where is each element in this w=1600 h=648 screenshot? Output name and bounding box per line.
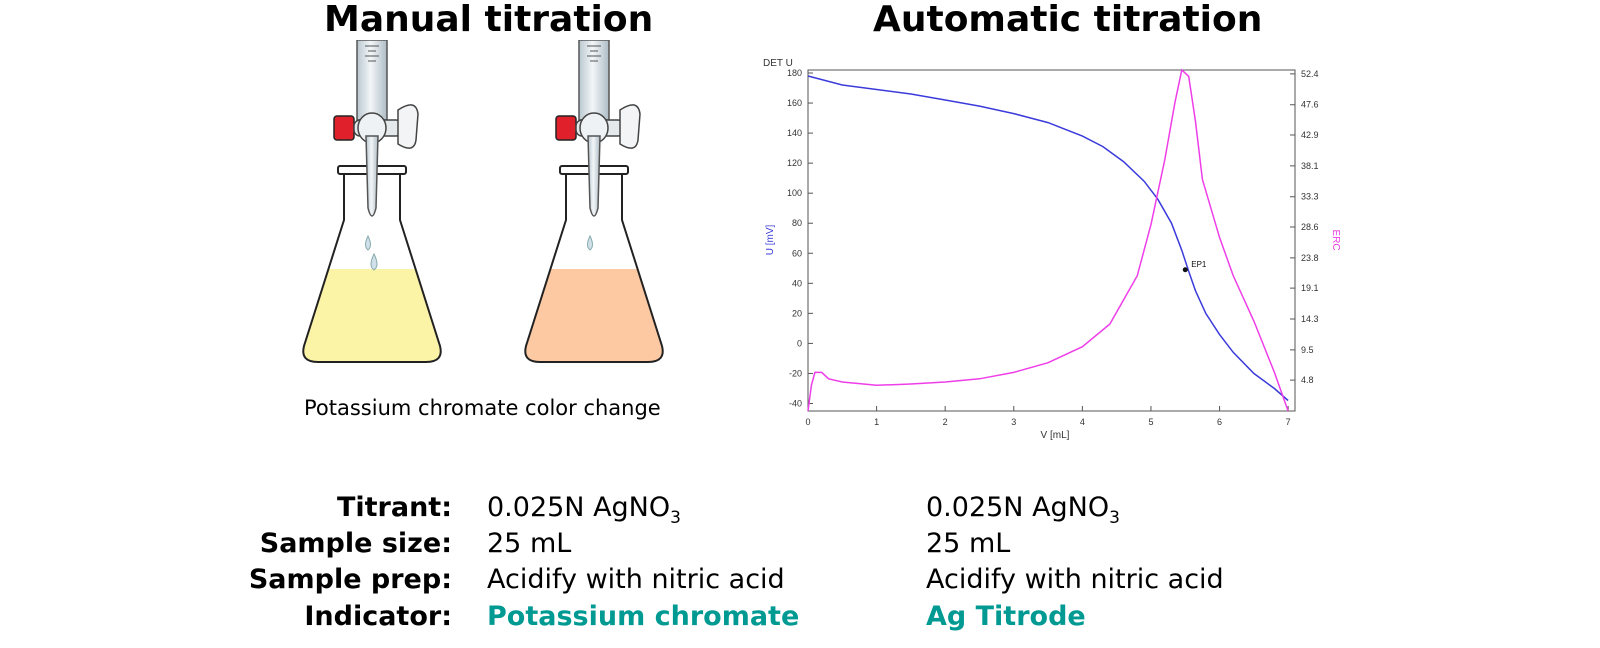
row-label-sample-size: Sample size:	[259, 528, 452, 559]
x-axis-label: V [mL]	[1041, 430, 1070, 441]
row-label-sample-prep: Sample prep:	[248, 564, 452, 595]
y-tick-label: 160	[787, 98, 802, 108]
x-tick-label: 6	[1217, 417, 1222, 427]
y2-tick-label: 38.1	[1301, 161, 1319, 171]
y2-tick-label: 33.3	[1301, 192, 1319, 202]
stopcock-red	[333, 115, 355, 141]
liquid-yellow	[303, 269, 441, 362]
y2-tick-label: 4.8	[1301, 375, 1314, 385]
manual-sample-size: 25 mL	[487, 528, 572, 559]
flask-yellow	[302, 40, 442, 363]
y-tick-label: -40	[789, 398, 802, 408]
flask-outline	[524, 173, 664, 363]
row-label-indicator: Indicator:	[304, 601, 452, 632]
row-label-titrant: Titrant:	[336, 492, 452, 523]
chart-title: DET U	[763, 58, 793, 69]
x-tick-label: 2	[943, 417, 948, 427]
stopcock-red	[555, 115, 577, 141]
flask-caption: Potassium chromate color change	[304, 396, 661, 420]
y-tick-label: 180	[787, 68, 802, 78]
y2-tick-label: 14.3	[1301, 314, 1319, 324]
y2-tick-label: 9.5	[1301, 345, 1314, 355]
x-tick-label: 5	[1148, 417, 1153, 427]
manual-titration-heading: Manual titration	[324, 0, 654, 40]
flask-illustrations	[302, 40, 664, 363]
plot-frame	[807, 69, 1296, 412]
y-tick-label: 120	[787, 158, 802, 168]
x-tick-label: 0	[805, 417, 810, 427]
automatic-indicator: Ag Titrode	[926, 601, 1086, 632]
drop	[370, 252, 378, 271]
y-tick-label: 140	[787, 128, 802, 138]
automatic-titration-heading: Automatic titration	[873, 0, 1263, 40]
y2-axis-label: ERC	[1330, 229, 1341, 250]
y-tick-label: 0	[797, 338, 802, 348]
automatic-sample-size: 25 mL	[926, 528, 1011, 559]
liquid-orange	[525, 269, 663, 362]
drop	[587, 234, 593, 251]
x-tick-label: 7	[1286, 417, 1291, 427]
y-tick-label: 100	[787, 188, 802, 198]
drop	[365, 234, 371, 251]
y2-tick-label: 47.6	[1301, 100, 1319, 110]
y2-tick-label: 52.4	[1301, 69, 1319, 79]
y2-tick-label: 42.9	[1301, 130, 1319, 140]
y-tick-label: 40	[792, 278, 802, 288]
stopcock-handle	[397, 104, 419, 149]
x-tick-label: 3	[1011, 417, 1016, 427]
manual-sample-prep: Acidify with nitric acid	[487, 564, 785, 595]
y-tick-label: 20	[792, 308, 802, 318]
stopcock-handle	[619, 104, 641, 149]
flask-orange	[524, 40, 664, 363]
y2-tick-label: 23.8	[1301, 253, 1319, 263]
manual-indicator: Potassium chromate	[487, 601, 800, 632]
x-tick-label: 1	[874, 417, 879, 427]
automatic-sample-prep: Acidify with nitric acid	[926, 564, 1224, 595]
y-tick-label: -20	[789, 368, 802, 378]
y-tick-label: 60	[792, 248, 802, 258]
y2-tick-label: 28.6	[1301, 222, 1319, 232]
endpoint-marker	[1182, 267, 1188, 273]
titration-chart: DET U V [mL] U [mV] ERC 0 1 2 3 4 5 6 7 180 160 1…	[763, 58, 1341, 441]
series-line-1	[807, 68, 1289, 412]
y-tick-label: 80	[792, 218, 802, 228]
burette-tube	[356, 40, 388, 121]
series-line-0	[807, 75, 1289, 402]
burette-tube	[578, 40, 610, 121]
manual-titrant: 0.025N AgNO3	[487, 492, 681, 528]
automatic-titrant: 0.025N AgNO3	[926, 492, 1120, 528]
endpoint-label: EP1	[1191, 260, 1207, 269]
flask-outline	[302, 173, 442, 363]
y-axis-label: U [mV]	[765, 225, 776, 256]
x-tick-label: 4	[1080, 417, 1085, 427]
y2-tick-label: 19.1	[1301, 283, 1319, 293]
